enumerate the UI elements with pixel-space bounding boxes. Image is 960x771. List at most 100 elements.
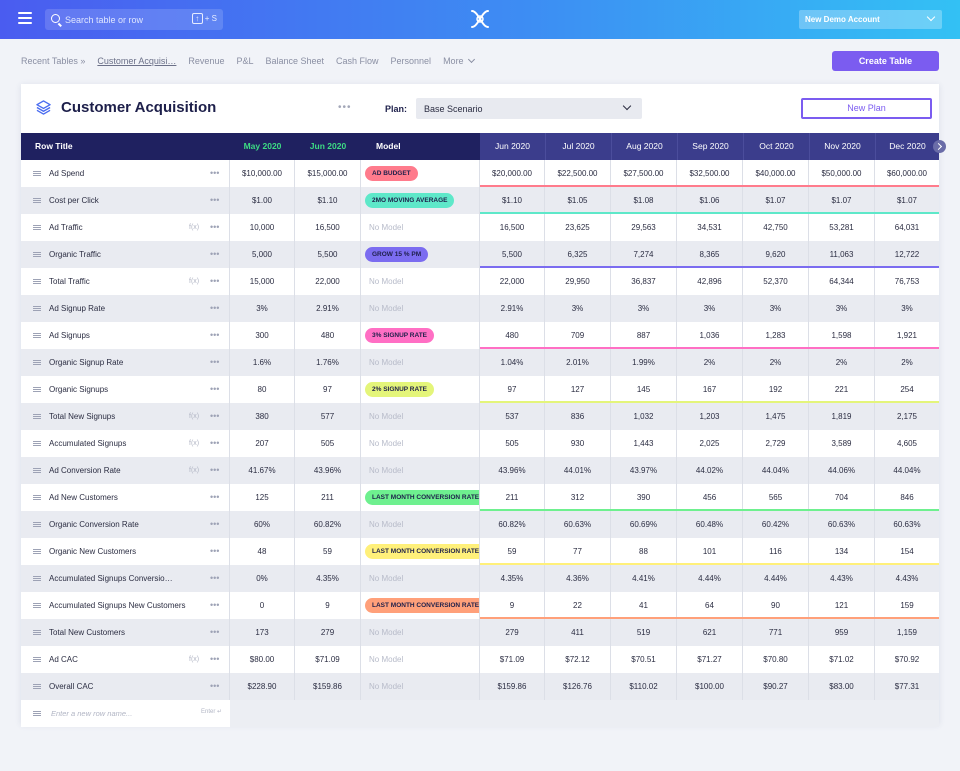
forecast-value-cell[interactable]: 390 bbox=[611, 484, 677, 511]
forecast-value-cell[interactable]: 480 bbox=[480, 322, 545, 349]
actual-value-cell[interactable]: 505 bbox=[295, 430, 361, 457]
no-model-link[interactable]: No Model bbox=[369, 682, 404, 691]
forecast-value-cell[interactable]: $1.07 bbox=[896, 196, 918, 205]
drag-handle-icon[interactable] bbox=[33, 522, 41, 527]
no-model-link[interactable]: No Model bbox=[369, 520, 404, 529]
forecast-value-cell[interactable]: 12,722 bbox=[894, 250, 920, 259]
row-options-icon[interactable]: ••• bbox=[210, 411, 220, 421]
forecast-value-cell[interactable]: 42,896 bbox=[677, 268, 743, 295]
forecast-value-cell[interactable]: 90 bbox=[743, 592, 809, 619]
forecast-value-cell[interactable]: 2% bbox=[677, 349, 743, 376]
forecast-value-cell[interactable]: $70.92 bbox=[894, 655, 920, 664]
forecast-value-cell[interactable]: 44.06% bbox=[809, 457, 875, 484]
actual-value-cell[interactable]: $71.09 bbox=[295, 646, 361, 673]
no-model-link[interactable]: No Model bbox=[369, 574, 404, 583]
actual-value-cell[interactable]: $10,000.00 bbox=[230, 160, 295, 187]
drag-handle-icon[interactable] bbox=[33, 576, 41, 581]
model-cell[interactable]: No Model bbox=[361, 295, 480, 322]
model-cell[interactable]: No Model bbox=[361, 511, 480, 538]
row-options-icon[interactable]: ••• bbox=[210, 465, 220, 475]
drag-handle-icon[interactable] bbox=[33, 306, 41, 311]
model-cell[interactable]: GROW 15 % PM bbox=[361, 241, 480, 268]
forecast-value-cell[interactable]: 53,281 bbox=[809, 214, 875, 241]
forecast-value-cell[interactable]: 887 bbox=[611, 322, 677, 349]
forecast-value-cell[interactable]: 192 bbox=[743, 376, 809, 403]
row-options-icon[interactable]: ••• bbox=[210, 195, 220, 205]
actual-value-cell[interactable]: $1.00 bbox=[230, 187, 295, 214]
forecast-value-cell[interactable]: 101 bbox=[677, 538, 743, 565]
actual-value-cell[interactable]: $1.10 bbox=[295, 187, 361, 214]
forecast-value-cell[interactable]: $77.31 bbox=[894, 682, 920, 691]
actual-value-cell[interactable]: 9 bbox=[295, 592, 361, 619]
search-input[interactable] bbox=[65, 12, 185, 27]
formula-icon[interactable]: f(x) bbox=[189, 440, 200, 447]
forecast-value-cell[interactable]: 44.01% bbox=[545, 457, 611, 484]
drag-handle-icon[interactable] bbox=[33, 333, 41, 338]
row-options-icon[interactable]: ••• bbox=[210, 168, 220, 178]
forecast-value-cell[interactable]: 1,443 bbox=[611, 430, 677, 457]
forecast-value-cell[interactable]: $100.00 bbox=[677, 673, 743, 700]
model-badge[interactable]: LAST MONTH CONVERSION RATE bbox=[365, 544, 479, 560]
actual-value-cell[interactable]: 1.6% bbox=[230, 349, 295, 376]
model-badge[interactable]: AD BUDGET bbox=[365, 166, 418, 182]
forecast-value-cell[interactable]: 1.04% bbox=[480, 349, 545, 376]
no-model-link[interactable]: No Model bbox=[369, 466, 404, 475]
forecast-value-cell[interactable]: 60.63% bbox=[809, 511, 875, 538]
forecast-value-cell[interactable]: 60.48% bbox=[677, 511, 743, 538]
row-title-cell[interactable]: Ad CAC f(x) ••• bbox=[21, 646, 230, 673]
forecast-value-cell[interactable]: 836 bbox=[545, 403, 611, 430]
actual-value-cell[interactable]: 4.35% bbox=[295, 565, 361, 592]
row-options-icon[interactable]: ••• bbox=[210, 222, 220, 232]
model-cell[interactable]: No Model bbox=[361, 457, 480, 484]
no-model-link[interactable]: No Model bbox=[369, 277, 404, 286]
actual-value-cell[interactable]: 80 bbox=[230, 376, 295, 403]
row-title-cell[interactable]: Total New Signups f(x) ••• bbox=[21, 403, 230, 430]
actual-value-cell[interactable]: 300 bbox=[230, 322, 295, 349]
actual-value-cell[interactable]: 1.76% bbox=[295, 349, 361, 376]
model-badge[interactable]: 2% SIGNUP RATE bbox=[365, 382, 435, 398]
forecast-value-cell[interactable]: 771 bbox=[743, 619, 809, 646]
forecast-value-cell[interactable]: 565 bbox=[743, 484, 809, 511]
nav-tab-personnel[interactable]: Personnel bbox=[390, 56, 432, 66]
create-table-button[interactable]: Create Table bbox=[832, 51, 939, 71]
formula-icon[interactable]: f(x) bbox=[189, 413, 200, 420]
model-cell[interactable]: No Model bbox=[361, 214, 480, 241]
forecast-value-cell[interactable]: 1,921 bbox=[896, 331, 918, 340]
actual-value-cell[interactable]: 60.82% bbox=[295, 511, 361, 538]
forecast-value-cell[interactable]: $1.08 bbox=[611, 187, 677, 214]
actual-value-cell[interactable]: 125 bbox=[230, 484, 295, 511]
row-options-icon[interactable]: ••• bbox=[210, 627, 220, 637]
forecast-value-cell[interactable]: 29,950 bbox=[545, 268, 611, 295]
row-title-cell[interactable]: Total Traffic f(x) ••• bbox=[21, 268, 230, 295]
drag-handle-icon[interactable] bbox=[33, 252, 41, 257]
actual-value-cell[interactable]: 43.96% bbox=[295, 457, 361, 484]
model-cell[interactable]: LAST MONTH CONVERSION RATE bbox=[361, 538, 480, 565]
forecast-value-cell[interactable]: 4.43% bbox=[895, 574, 919, 583]
row-options-icon[interactable]: ••• bbox=[210, 303, 220, 313]
forecast-value-cell[interactable]: $71.02 bbox=[809, 646, 875, 673]
forecast-value-cell[interactable]: $110.02 bbox=[611, 673, 677, 700]
drag-handle-icon[interactable] bbox=[33, 198, 41, 203]
forecast-value-cell[interactable]: 3% bbox=[677, 295, 743, 322]
forecast-value-cell[interactable]: 2.91% bbox=[480, 295, 545, 322]
model-cell[interactable]: No Model bbox=[361, 403, 480, 430]
row-options-icon[interactable]: ••• bbox=[210, 546, 220, 556]
actual-value-cell[interactable]: 97 bbox=[295, 376, 361, 403]
actual-value-cell[interactable]: 3% bbox=[230, 295, 295, 322]
forecast-value-cell[interactable]: 4,605 bbox=[896, 439, 918, 448]
row-title-cell[interactable]: Accumulated Signups New Customers ••• bbox=[21, 592, 230, 619]
forecast-value-cell[interactable]: 456 bbox=[677, 484, 743, 511]
forecast-value-cell[interactable]: 3% bbox=[545, 295, 611, 322]
forecast-value-cell[interactable]: 1,819 bbox=[809, 403, 875, 430]
forecast-value-cell[interactable]: 22,000 bbox=[480, 268, 545, 295]
forecast-value-cell[interactable]: 76,753 bbox=[894, 277, 920, 286]
actual-value-cell[interactable]: 5,000 bbox=[230, 241, 295, 268]
no-model-link[interactable]: No Model bbox=[369, 655, 404, 664]
forecast-value-cell[interactable]: 312 bbox=[545, 484, 611, 511]
forecast-value-cell[interactable]: 3% bbox=[901, 304, 913, 313]
new-row-input[interactable] bbox=[51, 707, 191, 720]
forecast-value-cell[interactable]: 97 bbox=[480, 376, 545, 403]
forecast-value-cell[interactable]: 221 bbox=[809, 376, 875, 403]
forecast-value-cell[interactable]: 254 bbox=[900, 385, 914, 394]
menu-icon[interactable] bbox=[18, 12, 32, 26]
